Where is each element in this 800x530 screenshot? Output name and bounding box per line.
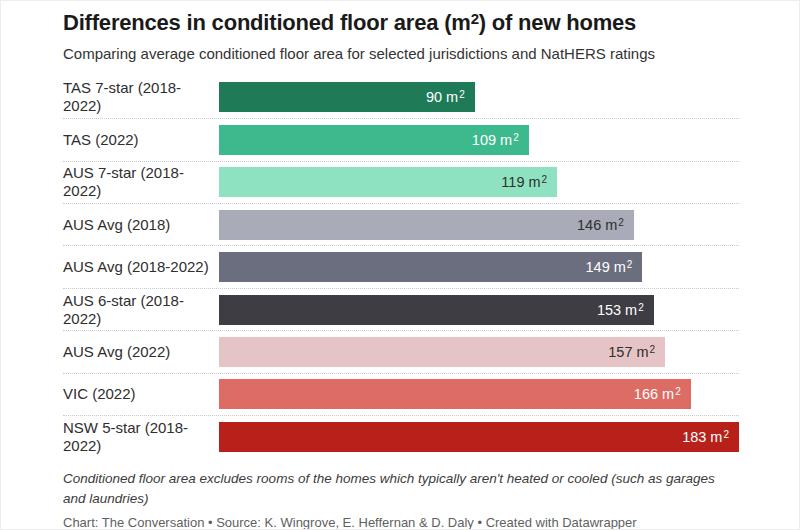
category-label: TAS (2022) [63,131,219,149]
bar: 90m2 [219,82,475,112]
bar-row: AUS Avg (2018-2022) 149m2 [63,245,739,287]
bar-track: 90m2 [219,82,739,112]
chart-footnote: Conditioned floor area excludes rooms of… [63,469,739,507]
chart-subtitle: Comparing average conditioned floor area… [63,44,739,64]
chart-byline: Chart: The Conversation • Source: K. Win… [63,515,739,530]
title-text-end: ) of new homes [479,10,636,35]
bar-track: 119m2 [219,167,739,197]
bar-row: TAS 7-star (2018-2022) 90m2 [63,76,739,118]
category-label: VIC (2022) [63,385,219,403]
chart-page: Differences in conditioned floor area (m… [1,1,799,530]
bar: 183m2 [219,422,739,452]
category-label: AUS 6-star (2018-2022) [63,292,219,328]
bar: 119m2 [219,167,557,197]
category-label: AUS 7-star (2018-2022) [63,164,219,200]
bar-track: 183m2 [219,422,739,452]
bar-row: NSW 5-star (2018-2022) 183m2 [63,415,739,457]
bar-row: VIC (2022) 166m2 [63,373,739,415]
category-label: AUS Avg (2018-2022) [63,258,219,276]
bar: 149m2 [219,252,642,282]
value-label: 157m2 [608,344,665,360]
title-text: Differences in conditioned floor area (m [63,10,471,35]
title-superscript: 2 [471,10,479,27]
bar: 153m2 [219,295,654,325]
value-label: 149m2 [586,259,643,275]
category-label: AUS Avg (2022) [63,343,219,361]
value-label: 90m2 [426,89,475,105]
bar-row: AUS Avg (2022) 157m2 [63,330,739,372]
category-label: TAS 7-star (2018-2022) [63,79,219,115]
value-label: 119m2 [501,174,557,190]
bar-track: 109m2 [219,125,739,155]
bar-track: 157m2 [219,337,739,367]
bar-track: 149m2 [219,252,739,282]
bar: 157m2 [219,337,665,367]
value-label: 109m2 [472,132,529,148]
bar-row: AUS 6-star (2018-2022) 153m2 [63,288,739,330]
bar-track: 166m2 [219,379,739,409]
bar-row: TAS (2022) 109m2 [63,118,739,160]
bar-row: AUS Avg (2018) 146m2 [63,203,739,245]
category-label: NSW 5-star (2018-2022) [63,419,219,455]
page-title: Differences in conditioned floor area (m… [63,10,739,36]
value-label: 153m2 [597,302,654,318]
category-label: AUS Avg (2018) [63,216,219,234]
value-label: 146m2 [577,217,634,233]
value-label: 183m2 [682,429,739,445]
bar-track: 146m2 [219,210,739,240]
bar-track: 153m2 [219,295,739,325]
bar: 166m2 [219,379,691,409]
bar: 109m2 [219,125,529,155]
value-label: 166m2 [634,386,691,402]
bar: 146m2 [219,210,634,240]
bar-chart: TAS 7-star (2018-2022) 90m2 TAS (2022) 1… [63,76,739,458]
bar-row: AUS 7-star (2018-2022) 119m2 [63,161,739,203]
